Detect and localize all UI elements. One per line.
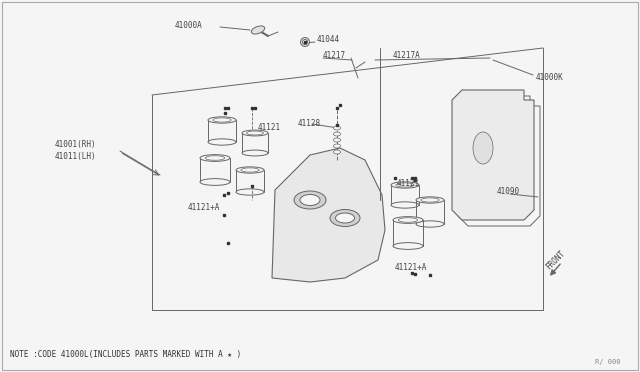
Text: 41011(LH): 41011(LH) [55,153,97,161]
Polygon shape [458,96,540,226]
Ellipse shape [416,221,444,227]
Text: 41000K: 41000K [536,74,564,83]
Ellipse shape [393,243,423,249]
Ellipse shape [416,197,444,203]
Ellipse shape [242,130,268,136]
Ellipse shape [330,209,360,227]
Ellipse shape [213,118,231,122]
Text: NOTE :CODE 41000L(INCLUDES PARTS MARKED WITH A ★ ): NOTE :CODE 41000L(INCLUDES PARTS MARKED … [10,350,241,359]
Ellipse shape [393,217,423,223]
Ellipse shape [236,167,264,173]
Ellipse shape [252,26,265,34]
Text: 41044: 41044 [317,35,340,45]
Text: 41001(RH): 41001(RH) [55,141,97,150]
Text: 41090: 41090 [497,187,520,196]
Ellipse shape [333,126,340,130]
Text: 41121+A: 41121+A [188,202,220,212]
Ellipse shape [301,38,310,46]
Polygon shape [452,90,534,220]
Text: R/ 000: R/ 000 [595,359,621,365]
Ellipse shape [391,182,419,188]
Ellipse shape [333,138,340,142]
Ellipse shape [200,155,230,161]
Text: FRONT: FRONT [545,248,567,271]
Ellipse shape [208,139,236,145]
Text: 41217: 41217 [323,51,346,61]
Text: 41121+A: 41121+A [395,263,428,273]
Ellipse shape [333,144,340,148]
Ellipse shape [473,132,493,164]
Ellipse shape [396,183,414,187]
Ellipse shape [242,150,268,156]
Ellipse shape [333,132,340,136]
Text: 41121: 41121 [397,179,420,187]
Ellipse shape [294,191,326,209]
Ellipse shape [303,39,307,45]
Ellipse shape [205,156,225,160]
Text: 41128: 41128 [298,119,321,128]
Ellipse shape [208,117,236,123]
Ellipse shape [236,189,264,195]
Ellipse shape [333,150,340,154]
Polygon shape [272,148,385,282]
Text: 41121: 41121 [258,124,281,132]
Ellipse shape [241,168,259,172]
Text: 41217A: 41217A [393,51,420,60]
Ellipse shape [335,213,355,223]
Ellipse shape [421,198,439,202]
Ellipse shape [300,195,320,205]
Ellipse shape [391,202,419,208]
Ellipse shape [200,179,230,185]
Ellipse shape [398,218,418,222]
Ellipse shape [246,131,264,135]
Text: 41000A: 41000A [175,20,203,29]
